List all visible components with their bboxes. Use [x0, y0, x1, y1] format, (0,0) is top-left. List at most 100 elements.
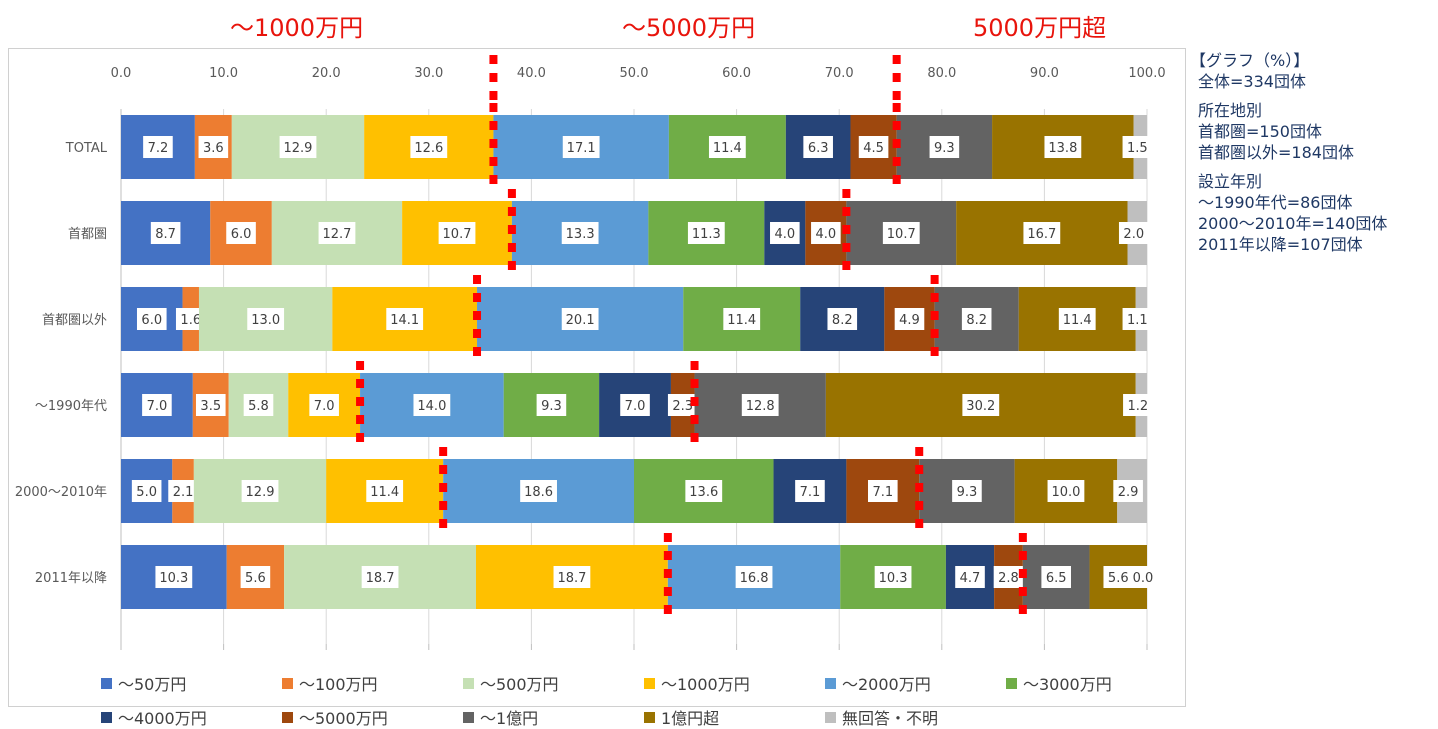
data-label: 8.2	[832, 313, 853, 328]
data-label-box	[279, 136, 317, 158]
legend-swatch	[282, 711, 293, 723]
data-label-box	[150, 222, 181, 244]
data-label-box	[131, 480, 162, 502]
data-label: 4.0	[774, 227, 795, 242]
data-label-box	[952, 480, 982, 502]
data-label-box	[874, 566, 912, 588]
data-label: 5.8	[248, 399, 269, 414]
info-founded-2011: 2011年以降=107団体	[1198, 235, 1363, 254]
legend-label: ～100万円	[299, 675, 378, 694]
data-label: 10.3	[879, 571, 908, 586]
data-label: 6.3	[808, 141, 829, 156]
data-label: 12.6	[414, 141, 443, 156]
data-label-box	[993, 566, 1024, 588]
data-label-box	[520, 480, 557, 502]
range-label-under-10m: ～1000万円	[230, 14, 364, 42]
data-label-box	[241, 480, 279, 502]
data-label: 1.5	[1127, 141, 1148, 156]
data-label-box	[685, 480, 723, 502]
range-label-over-50m: 5000万円超	[973, 14, 1107, 42]
category-label: ～1990年代	[35, 399, 107, 414]
data-label-box	[536, 394, 567, 416]
x-tick-label: 90.0	[1030, 66, 1059, 81]
data-label-box	[961, 308, 992, 330]
data-label: 11.4	[713, 141, 742, 156]
data-label: 4.5	[863, 141, 884, 156]
legend-label: ～3000万円	[1023, 675, 1112, 694]
data-label-box	[858, 136, 889, 158]
data-label-box	[1122, 308, 1153, 330]
x-tick-label: 40.0	[517, 66, 546, 81]
data-label: 1.6	[180, 313, 201, 328]
data-label: 8.2	[966, 313, 987, 328]
data-label: 18.7	[366, 571, 395, 586]
data-label-box	[226, 222, 256, 244]
data-label: 12.9	[284, 141, 313, 156]
data-label-box	[1023, 222, 1061, 244]
data-label: 11.4	[370, 485, 399, 500]
data-label-box	[882, 222, 920, 244]
data-label: 30.2	[966, 399, 995, 414]
data-label: 4.7	[960, 571, 981, 586]
data-label-box	[962, 394, 1000, 416]
data-label-box	[868, 480, 898, 502]
legend-swatch	[463, 677, 474, 689]
sample-info-panel: 【グラフ（%）】 全体=334団体 所在地別 首都圏=150団体 首都圏以外=1…	[1190, 50, 1387, 255]
data-label-box	[1128, 566, 1158, 588]
data-label: 12.7	[322, 227, 351, 242]
legend-swatch	[463, 711, 474, 723]
data-label-box	[386, 308, 424, 330]
data-label: 10.7	[887, 227, 916, 242]
x-tick-label: 20.0	[312, 66, 341, 81]
data-label-box	[198, 136, 229, 158]
data-label: 6.5	[1046, 571, 1067, 586]
data-label-box	[142, 394, 172, 416]
data-label-box	[413, 394, 451, 416]
legend-label: ～500万円	[480, 675, 559, 694]
data-label: 7.2	[148, 141, 169, 156]
data-label-box	[561, 222, 599, 244]
data-label: 9.3	[934, 141, 955, 156]
legend-swatch	[1006, 677, 1017, 689]
data-label-box	[136, 308, 167, 330]
data-label: 7.0	[625, 399, 646, 414]
data-label-box	[366, 480, 404, 502]
data-label: 4.9	[899, 313, 920, 328]
data-label: 2.8	[998, 571, 1019, 586]
data-label: 11.4	[1063, 313, 1092, 328]
data-label: 10.3	[159, 571, 188, 586]
data-label-box	[1058, 308, 1096, 330]
x-tick-label: 10.0	[209, 66, 238, 81]
data-label-box	[561, 308, 599, 330]
info-total: 全体=334団体	[1198, 72, 1306, 91]
data-label: 9.3	[957, 485, 978, 500]
data-label: 12.9	[246, 485, 275, 500]
data-label: 2.3	[672, 399, 693, 414]
data-label: 8.7	[155, 227, 176, 242]
data-label: 11.4	[727, 313, 756, 328]
data-label: 13.6	[689, 485, 718, 500]
data-label: 16.8	[740, 571, 769, 586]
category-label: 2000～2010年	[15, 485, 107, 500]
data-label: 20.1	[566, 313, 595, 328]
data-label-box	[1103, 566, 1134, 588]
data-label: 6.0	[231, 227, 252, 242]
data-label: 13.8	[1048, 141, 1077, 156]
legend-label: ～1000万円	[661, 675, 750, 694]
data-label: 5.6	[1108, 571, 1129, 586]
data-label: 11.3	[692, 227, 721, 242]
info-founded-heading: 設立年別	[1198, 172, 1263, 191]
data-label-box	[827, 308, 858, 330]
data-label-box	[687, 222, 725, 244]
legend-swatch	[825, 711, 836, 723]
info-title: 【グラフ（%）】	[1190, 51, 1310, 70]
data-label-box	[553, 566, 591, 588]
data-label: 10.0	[1051, 485, 1080, 500]
category-label: 首都圏以外	[42, 313, 107, 328]
data-label-box	[155, 566, 193, 588]
data-label-box	[247, 308, 285, 330]
data-label-box	[1123, 394, 1153, 416]
info-founded-1990s: ～1990年代=86団体	[1198, 193, 1353, 212]
data-label: 14.1	[390, 313, 419, 328]
legend-label: ～50万円	[118, 675, 187, 694]
